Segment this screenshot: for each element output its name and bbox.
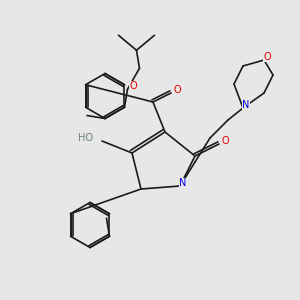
Text: N: N	[242, 100, 250, 110]
Text: O: O	[263, 52, 271, 62]
Text: O: O	[173, 85, 181, 95]
Text: O: O	[130, 81, 137, 91]
Text: O: O	[221, 136, 229, 146]
Text: HO: HO	[78, 133, 93, 143]
Text: N: N	[179, 178, 187, 188]
